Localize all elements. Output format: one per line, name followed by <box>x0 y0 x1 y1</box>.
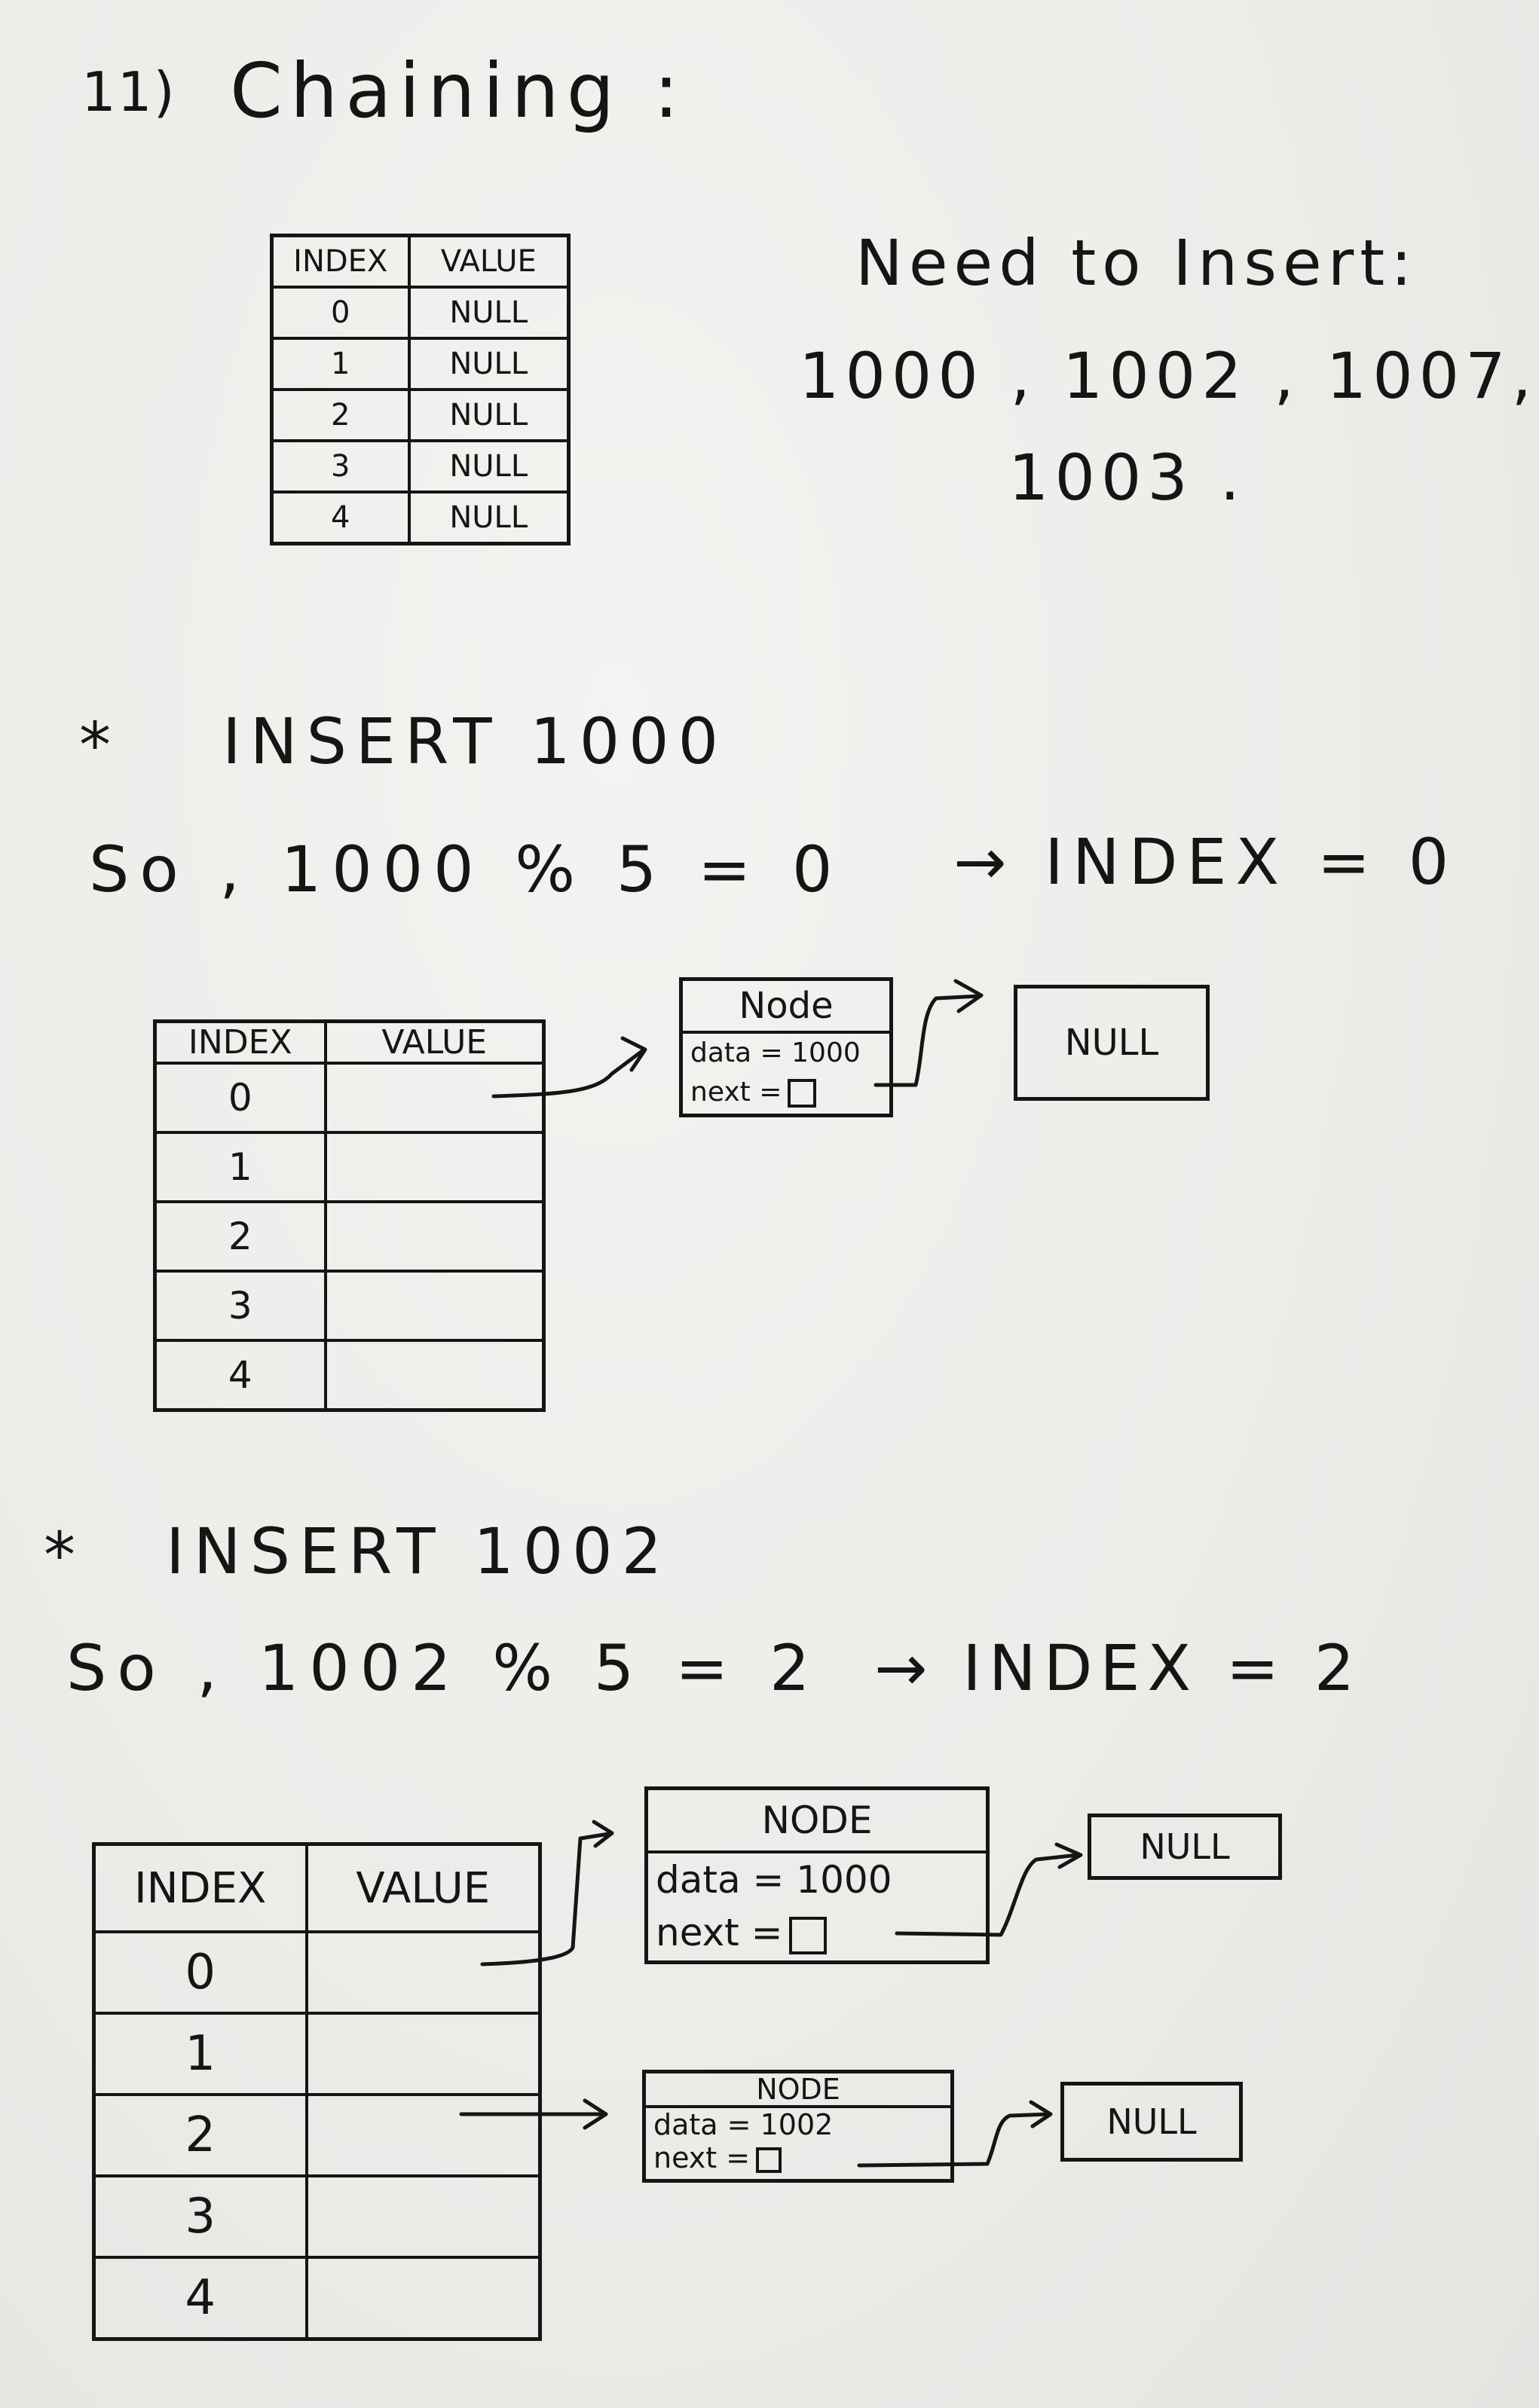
step1-null-box: NULL <box>1014 985 1210 1101</box>
value-header: VALUE <box>304 1842 542 1933</box>
initial-hash-table: INDEX VALUE 0 NULL 1 NULL 2 NULL 3 NULL 4 NUL… <box>270 234 571 545</box>
index-cell: 4 <box>270 490 411 545</box>
node-header: NODE <box>648 1790 986 1853</box>
value-cell: NULL <box>407 439 571 494</box>
value-cell: NULL <box>407 490 571 545</box>
index-cell: 1 <box>153 1131 327 1203</box>
index-cell: 1 <box>92 2012 308 2096</box>
index-cell: 0 <box>153 1062 327 1134</box>
value-cell <box>323 1131 546 1203</box>
index-cell: 3 <box>270 439 411 494</box>
index-cell: 2 <box>153 1200 327 1273</box>
bullet-asterisk: * <box>44 1518 80 1592</box>
table-row: 1 <box>92 2012 542 2096</box>
value-cell <box>323 1339 546 1412</box>
arrowhead <box>1054 1842 1083 1869</box>
step1-node: Node data = 1000 next = <box>679 977 893 1117</box>
arrowhead <box>1029 2100 1053 2128</box>
next-pointer-box <box>788 1916 827 1954</box>
index-cell: 1 <box>270 337 411 391</box>
step1-calculation: So , 1000 % 5 = 0 <box>89 833 843 906</box>
table-row: 2 <box>92 2093 542 2177</box>
step2-null-box-a: NULL <box>1088 1814 1282 1880</box>
index-cell: 3 <box>153 1270 327 1342</box>
table-row: 0 <box>153 1062 546 1134</box>
value-cell: NULL <box>407 337 571 391</box>
value-cell <box>323 1270 546 1342</box>
value-cell <box>323 1062 546 1134</box>
step2-hash-table: INDEX VALUE 0 1 2 3 4 <box>92 1842 542 2341</box>
value-cell: NULL <box>407 286 571 340</box>
section-number: 11) <box>81 60 176 124</box>
value-cell <box>304 2256 542 2341</box>
need-values-line1: 1000 , 1002 , 1007, <box>799 339 1538 413</box>
node-next: next = <box>690 1077 782 1108</box>
index-cell: 3 <box>92 2174 308 2259</box>
index-cell: 2 <box>270 388 411 442</box>
node-data: data = 1000 <box>656 1858 892 1902</box>
node-header: Node <box>683 981 889 1034</box>
step2-calculation: So , 1002 % 5 = 2 <box>66 1631 821 1705</box>
step2-title: INSERT 1002 <box>166 1514 672 1588</box>
node-data: data = 1000 <box>690 1037 861 1068</box>
index-cell: 0 <box>270 286 411 340</box>
index-header: INDEX <box>153 1019 327 1065</box>
node-next-row: next = <box>646 2141 950 2174</box>
step2-null-box-b: NULL <box>1060 2082 1243 2162</box>
table-row: 3 <box>92 2174 542 2259</box>
step2-node-1002: NODE data = 1002 next = <box>642 2070 954 2183</box>
index-cell: 4 <box>92 2256 308 2341</box>
table-row: 1 <box>153 1131 546 1203</box>
value-header: VALUE <box>407 234 571 289</box>
value-cell <box>304 2093 542 2177</box>
index-header: INDEX <box>92 1842 308 1933</box>
step1-hash-table: INDEX VALUE 0 1 2 3 4 <box>153 1019 546 1412</box>
index-cell: 0 <box>92 1930 308 2015</box>
need-values-line2: 1003 . <box>1008 441 1247 515</box>
need-title: Need to Insert: <box>855 226 1418 300</box>
node-header: NODE <box>646 2073 950 2108</box>
value-cell <box>304 2174 542 2259</box>
table-row: 4 <box>153 1339 546 1412</box>
next-pointer-box <box>756 2147 782 2173</box>
index-cell: 2 <box>92 2093 308 2177</box>
value-cell <box>304 1930 542 2015</box>
table-row: 1 NULL <box>270 337 571 391</box>
step1-title: INSERT 1000 <box>222 704 728 778</box>
index-cell: 4 <box>153 1339 327 1412</box>
value-cell <box>323 1200 546 1273</box>
node-next-row: next = <box>648 1906 986 1959</box>
table-row: 2 NULL <box>270 388 571 442</box>
bullet-asterisk: * <box>79 708 115 782</box>
arrowhead <box>620 1036 647 1072</box>
table-row: 4 NULL <box>270 490 571 545</box>
table-row: 2 <box>153 1200 546 1273</box>
page-title: Chaining : <box>230 47 687 135</box>
next-pointer-box <box>788 1079 817 1108</box>
index-header: INDEX <box>270 234 411 289</box>
arrowhead <box>583 2098 608 2130</box>
table-row: 0 <box>92 1930 542 2015</box>
table-row: 4 <box>92 2256 542 2341</box>
step1-result: → INDEX = 0 <box>953 825 1458 899</box>
node-next-row: next = <box>683 1073 889 1112</box>
node-data: data = 1002 <box>653 2108 834 2141</box>
table-row: 3 <box>153 1270 546 1342</box>
arrowhead <box>592 1820 614 1848</box>
value-cell <box>304 2012 542 2096</box>
value-header: VALUE <box>323 1019 546 1065</box>
node-next: next = <box>656 1911 783 1954</box>
step2-node-1000: NODE data = 1000 next = <box>644 1786 990 1964</box>
arrowhead <box>953 979 984 1013</box>
node-next: next = <box>653 2141 751 2174</box>
value-cell: NULL <box>407 388 571 442</box>
table-row: 0 NULL <box>270 286 571 340</box>
table-row: 3 NULL <box>270 439 571 494</box>
step2-result: → INDEX = 2 <box>874 1631 1363 1705</box>
